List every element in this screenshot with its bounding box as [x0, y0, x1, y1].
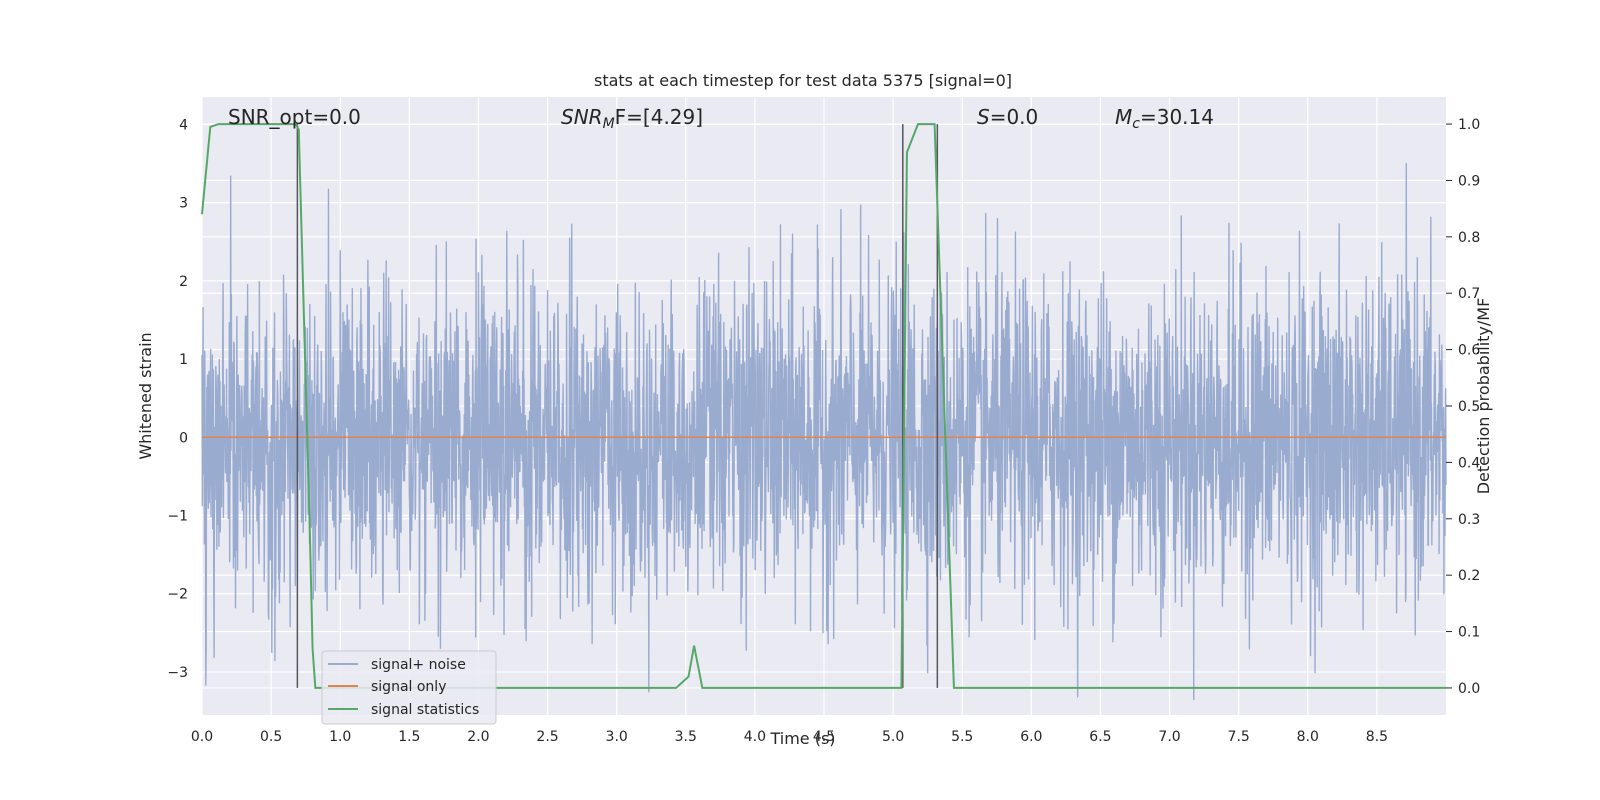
x-tick-label: 4.0: [744, 729, 766, 745]
annotation-mc-rest: =30.14: [1140, 105, 1214, 129]
y2-tick-label: 1.0: [1458, 117, 1480, 133]
tick-labels: 0.0 0.5 1.0 1.5 2.0 2.5 3.0 3.5 4.0 4.5 5.0 5.5 6.0 6…: [167, 117, 1480, 745]
y2-tick-label: 0.3: [1458, 512, 1480, 528]
annotation-mc-sub: c: [1132, 116, 1140, 132]
x-tick-label: 7.0: [1158, 729, 1180, 745]
y-tick-label: 3: [179, 196, 188, 212]
y2-tick-label: 0.9: [1458, 173, 1480, 189]
y2-tick-label: 0.6: [1458, 343, 1480, 359]
legend: signal+ noise signal only signal statist…: [321, 650, 497, 725]
x-tick-label: 8.5: [1366, 729, 1388, 745]
y-tick-label: 4: [179, 117, 188, 133]
annotation-mc-italic: M: [1115, 105, 1132, 129]
x-tick-label: 6.0: [1020, 729, 1042, 745]
y-tick-label: 1: [179, 352, 188, 368]
annotation-s-rest: =0.0: [990, 105, 1039, 129]
y2-tick-label: 0.4: [1458, 455, 1480, 471]
chart-title: stats at each timestep for test data 537…: [594, 71, 1012, 90]
legend-label-signal-only: signal only: [371, 679, 446, 695]
x-tick-label: 7.5: [1228, 729, 1250, 745]
annotation-s-italic: S: [977, 105, 990, 129]
x-tick-label: 3.0: [606, 729, 628, 745]
y-tick-label: 2: [179, 274, 188, 290]
annotation-snr-mf-sub: M: [603, 116, 615, 132]
y2-tick-label: 0.1: [1458, 625, 1480, 641]
y-tick-label: 0: [179, 430, 188, 446]
x-tick-label: 5.0: [882, 729, 904, 745]
y-tick-label: −1: [167, 509, 188, 525]
y2-tick-label: 0.7: [1458, 286, 1480, 302]
x-tick-label: 1.5: [398, 729, 420, 745]
x-tick-label: 0.0: [191, 729, 213, 745]
y2-tick-label: 0.5: [1458, 399, 1480, 415]
y2-tick-label: 0.2: [1458, 568, 1480, 584]
legend-label-signal-statistics: signal statistics: [371, 702, 479, 718]
y2-axis-label: Detection probability/MF: [1474, 298, 1493, 495]
x-tick-label: 6.5: [1089, 729, 1111, 745]
series-signal-statistics: [201, 123, 1446, 689]
x-axis-label: Time (s): [769, 729, 835, 748]
x-tick-label: 1.0: [329, 729, 351, 745]
legend-label-signal-plus-noise: signal+ noise: [371, 657, 466, 673]
annotation-snr-mf: SNRMF=[4.29]: [561, 105, 703, 132]
x-tick-label: 2.0: [467, 729, 489, 745]
x-tick-label: 3.5: [675, 729, 697, 745]
y-tick-label: −3: [167, 665, 188, 681]
x-tick-label: 2.5: [536, 729, 558, 745]
y2-tick-label: 0.0: [1458, 681, 1480, 697]
annotation-snr-mf-italic: SNR: [561, 105, 603, 129]
annotation-snr-mf-rest: F=[4.29]: [615, 105, 703, 129]
y2-tick-label: 0.8: [1458, 230, 1480, 246]
x-tick-label: 0.5: [260, 729, 282, 745]
annotation-snr-opt: SNR_opt=0.0: [228, 105, 361, 129]
x-tick-label: 5.5: [951, 729, 973, 745]
annotation-mc: Mc=30.14: [1115, 105, 1214, 132]
series-line-signal-plus-noise: [201, 162, 1447, 701]
series-signal-plus-noise: [201, 162, 1447, 701]
x-tick-label: 4.5: [813, 729, 835, 745]
x-tick-label: 8.0: [1297, 729, 1319, 745]
annotation-s: S=0.0: [977, 105, 1038, 129]
y-axis-label: Whitened strain: [136, 332, 155, 459]
y-tick-label: −2: [167, 587, 188, 603]
series-line-signal-statistics: [201, 123, 1446, 689]
legend-box: [321, 650, 497, 725]
